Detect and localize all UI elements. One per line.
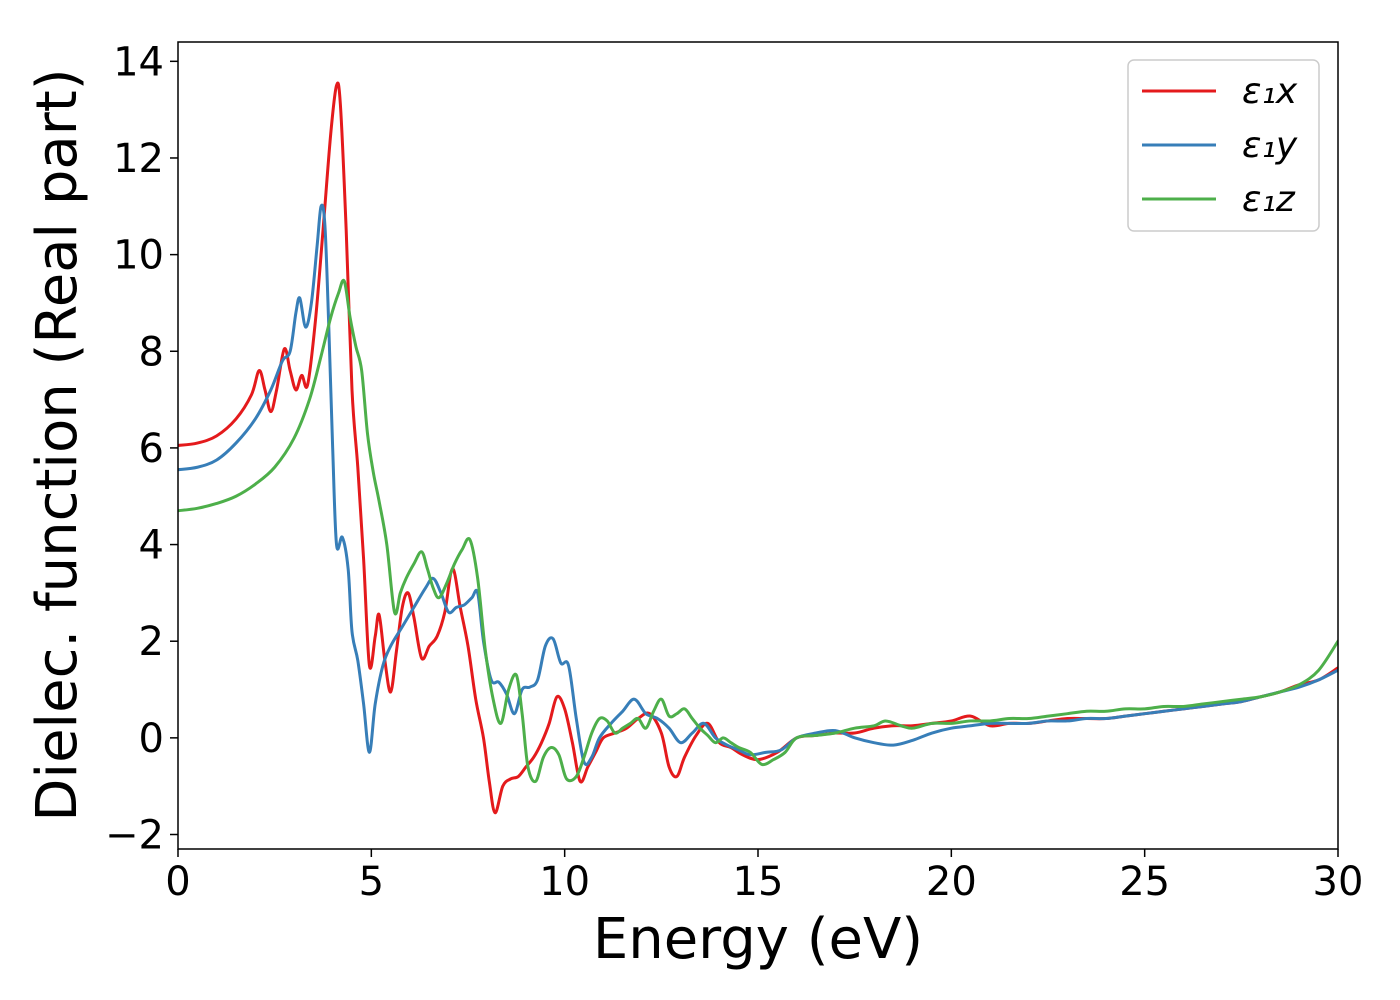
x-tick-label: 25 [1119,859,1170,905]
plot-area [177,41,1339,850]
x-tick-label: 0 [165,859,190,905]
x-tick-label: 30 [1313,859,1364,905]
y-tick-label: 2 [139,619,164,665]
x-tick-label: 10 [539,859,590,905]
legend-label-1: ε₁x [1242,71,1298,112]
y-tick-label: 14 [113,39,164,85]
x-tick-label: 15 [733,859,784,905]
legend: ε₁x ε₁y ε₁z [1127,59,1320,232]
legend-label-3: ε₁z [1242,179,1296,220]
y-tick-label: −2 [105,813,164,859]
y-axis: −2 0 2 4 6 8 10 12 14 [105,39,178,859]
series-layer [178,81,1338,815]
y-tick-label: 12 [113,136,164,182]
y-tick-label: 8 [139,329,164,375]
x-axis: 0 5 10 15 20 25 30 [165,849,1363,905]
legend-box [1127,59,1320,232]
series-line-3 [178,278,1338,784]
y-tick-label: 0 [139,716,164,762]
y-tick-label: 6 [139,426,164,472]
y-tick-label: 10 [113,233,164,279]
y-tick-label: 4 [139,523,164,569]
series-line-2 [178,203,1338,767]
x-tick-label: 20 [926,859,977,905]
legend-label-2: ε₁y [1242,125,1298,166]
x-axis-title: Energy (eV) [593,907,923,972]
x-tick-label: 5 [359,859,384,905]
y-axis-title: Dielec. function (Real part) [25,68,90,821]
